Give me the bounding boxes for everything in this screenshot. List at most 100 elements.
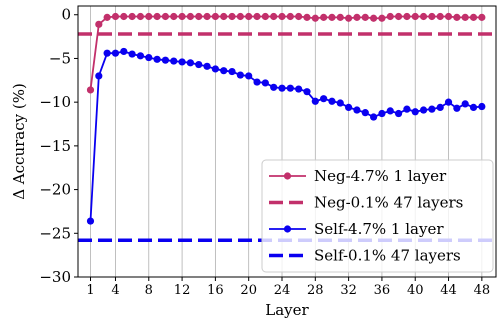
- data-point: [153, 55, 161, 63]
- x-tick-label: 12: [174, 283, 191, 298]
- data-point: [461, 13, 469, 21]
- x-tick-label: 48: [474, 283, 491, 298]
- data-point: [228, 67, 236, 76]
- data-point: [261, 12, 269, 21]
- data-point: [320, 95, 328, 103]
- data-point: [295, 12, 303, 21]
- series-group: [86, 12, 486, 94]
- y-axis-label: Δ Accuracy (%): [10, 83, 28, 200]
- data-point: [403, 12, 411, 21]
- legend-label: Self-0.1% 47 layers: [314, 247, 461, 265]
- legend-label: Neg-4.7% 1 layer: [314, 167, 447, 185]
- x-tick-label: 8: [145, 283, 153, 298]
- data-point: [111, 12, 120, 21]
- series-line: [89, 15, 482, 91]
- data-point: [220, 67, 228, 75]
- data-point: [394, 12, 403, 21]
- data-point: [153, 12, 161, 21]
- data-point: [245, 72, 253, 80]
- x-tick-label: 36: [374, 283, 391, 298]
- data-point: [211, 12, 219, 21]
- data-point: [478, 13, 486, 21]
- data-point: [170, 57, 178, 65]
- data-point: [161, 12, 170, 21]
- y-tick-label: −10: [39, 93, 71, 111]
- data-point: [386, 107, 394, 115]
- data-point: [286, 84, 294, 92]
- data-point: [469, 13, 478, 21]
- x-tick-label: 4: [111, 283, 119, 298]
- data-point: [386, 12, 394, 21]
- data-point: [228, 12, 236, 21]
- y-tick-label: −5: [49, 49, 71, 67]
- data-point: [419, 12, 428, 21]
- data-point: [95, 72, 103, 80]
- x-tick-label: 28: [307, 283, 324, 298]
- data-point: [336, 99, 344, 107]
- data-point: [411, 108, 419, 116]
- data-point: [428, 12, 436, 21]
- series-group: [86, 47, 486, 225]
- data-point: [295, 85, 303, 93]
- data-point: [453, 104, 461, 112]
- x-tick-label: 20: [240, 283, 257, 298]
- data-point: [145, 53, 153, 62]
- data-point: [478, 102, 486, 111]
- legend-marker: [283, 225, 292, 233]
- data-point: [178, 12, 186, 21]
- x-tick-label: 40: [407, 283, 424, 298]
- data-point: [270, 83, 278, 91]
- data-point: [453, 13, 461, 21]
- data-point: [111, 49, 120, 57]
- data-point: [195, 12, 203, 21]
- data-point: [345, 14, 353, 22]
- data-point: [195, 60, 203, 69]
- legend-label: Neg-0.1% 47 layers: [314, 194, 463, 212]
- data-point: [311, 97, 319, 105]
- data-point: [403, 105, 411, 113]
- data-point: [286, 12, 294, 21]
- data-point: [328, 97, 336, 105]
- series: [78, 12, 496, 243]
- data-point: [361, 13, 369, 21]
- x-tick-label: 32: [340, 283, 357, 298]
- data-point: [203, 12, 211, 21]
- data-point: [320, 13, 328, 21]
- data-point: [461, 100, 469, 108]
- data-point: [361, 109, 369, 117]
- data-point: [136, 12, 145, 21]
- data-point: [353, 106, 361, 114]
- data-point: [145, 12, 153, 21]
- x-tick-label: 16: [207, 283, 224, 298]
- data-point: [303, 88, 311, 96]
- data-point: [303, 13, 311, 21]
- data-point: [419, 106, 428, 114]
- data-point: [353, 13, 361, 21]
- y-tick-label: −25: [39, 224, 71, 242]
- axis-ticks: 1 4 8 12 16 20 24 28 32 36 40 44 480−5−10−15−20−25−3…: [39, 6, 490, 298]
- data-point: [161, 56, 170, 64]
- data-point: [270, 12, 278, 21]
- data-point: [245, 12, 253, 21]
- legend-marker: [283, 172, 292, 180]
- x-axis-label: Layer: [265, 301, 309, 319]
- y-tick-label: −20: [39, 181, 71, 199]
- data-point: [311, 14, 319, 22]
- data-point: [444, 98, 453, 106]
- data-point: [253, 12, 261, 21]
- data-point: [336, 13, 344, 21]
- legend-label: Self-4.7% 1 layer: [314, 220, 444, 238]
- data-point: [436, 12, 444, 21]
- legend-box: [261, 159, 494, 273]
- data-point: [469, 103, 478, 112]
- data-point: [211, 65, 219, 73]
- data-point: [103, 13, 111, 21]
- data-point: [261, 79, 269, 87]
- data-point: [369, 113, 378, 121]
- data-point: [186, 59, 195, 67]
- data-point: [86, 217, 95, 225]
- data-point: [128, 12, 136, 21]
- data-point: [378, 109, 386, 118]
- data-point: [120, 12, 128, 21]
